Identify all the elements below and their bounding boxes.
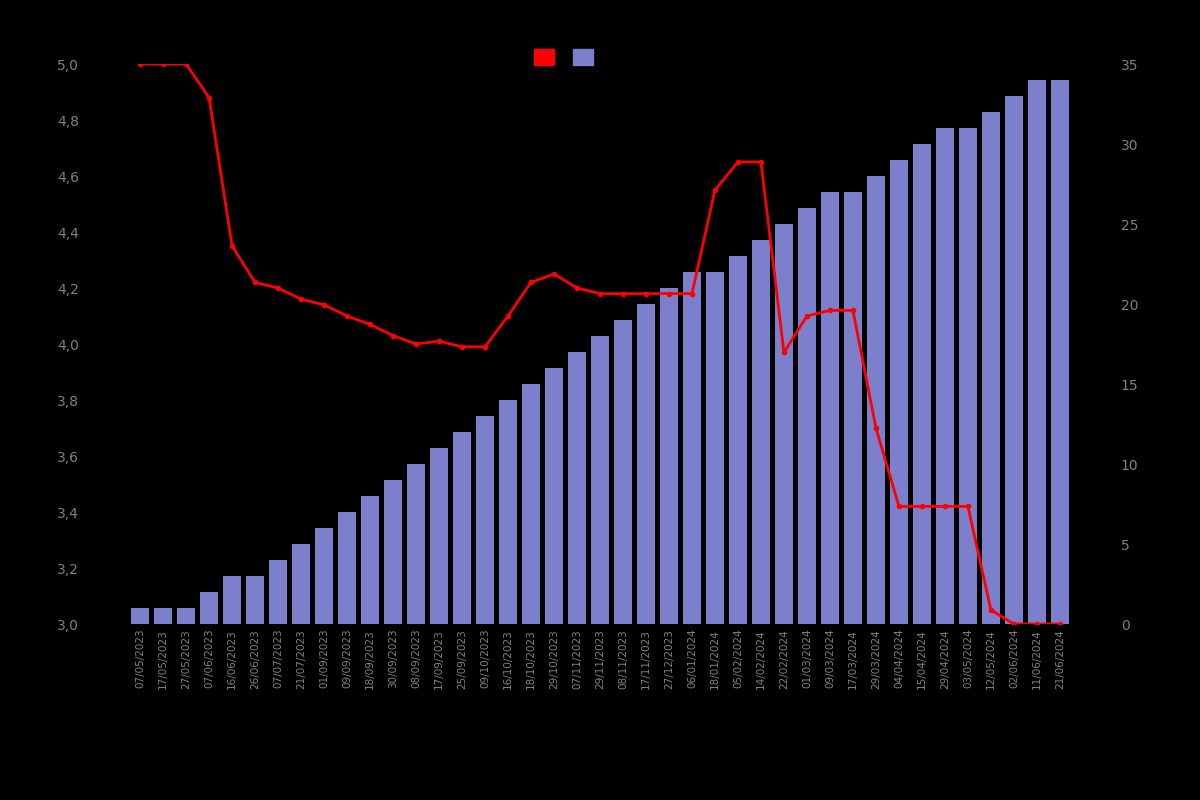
Bar [889, 160, 908, 624]
Bar [246, 576, 264, 624]
Bar [982, 112, 1000, 624]
Bar [154, 608, 173, 624]
Legend: , : , [528, 43, 610, 71]
Bar [384, 480, 402, 624]
Bar [314, 528, 334, 624]
Bar [476, 416, 494, 624]
Bar [223, 576, 241, 624]
Bar [176, 608, 196, 624]
Bar [844, 192, 862, 624]
Bar [292, 544, 311, 624]
Bar [683, 272, 701, 624]
Bar [361, 496, 379, 624]
Bar [1004, 96, 1024, 624]
Bar [338, 512, 356, 624]
Bar [613, 320, 632, 624]
Bar [751, 240, 770, 624]
Bar [452, 432, 472, 624]
Bar [407, 464, 425, 624]
Bar [499, 400, 517, 624]
Bar [1051, 80, 1069, 624]
Bar [821, 192, 839, 624]
Bar [522, 384, 540, 624]
Bar [936, 128, 954, 624]
Bar [1027, 80, 1046, 624]
Bar [728, 256, 748, 624]
Bar [200, 592, 218, 624]
Bar [269, 560, 287, 624]
Bar [545, 368, 563, 624]
Bar [568, 352, 587, 624]
Bar [775, 224, 793, 624]
Bar [660, 288, 678, 624]
Bar [913, 144, 931, 624]
Bar [131, 608, 149, 624]
Bar [590, 336, 610, 624]
Bar [430, 448, 449, 624]
Bar [959, 128, 977, 624]
Bar [866, 176, 886, 624]
Bar [798, 208, 816, 624]
Bar [637, 304, 655, 624]
Bar [706, 272, 724, 624]
